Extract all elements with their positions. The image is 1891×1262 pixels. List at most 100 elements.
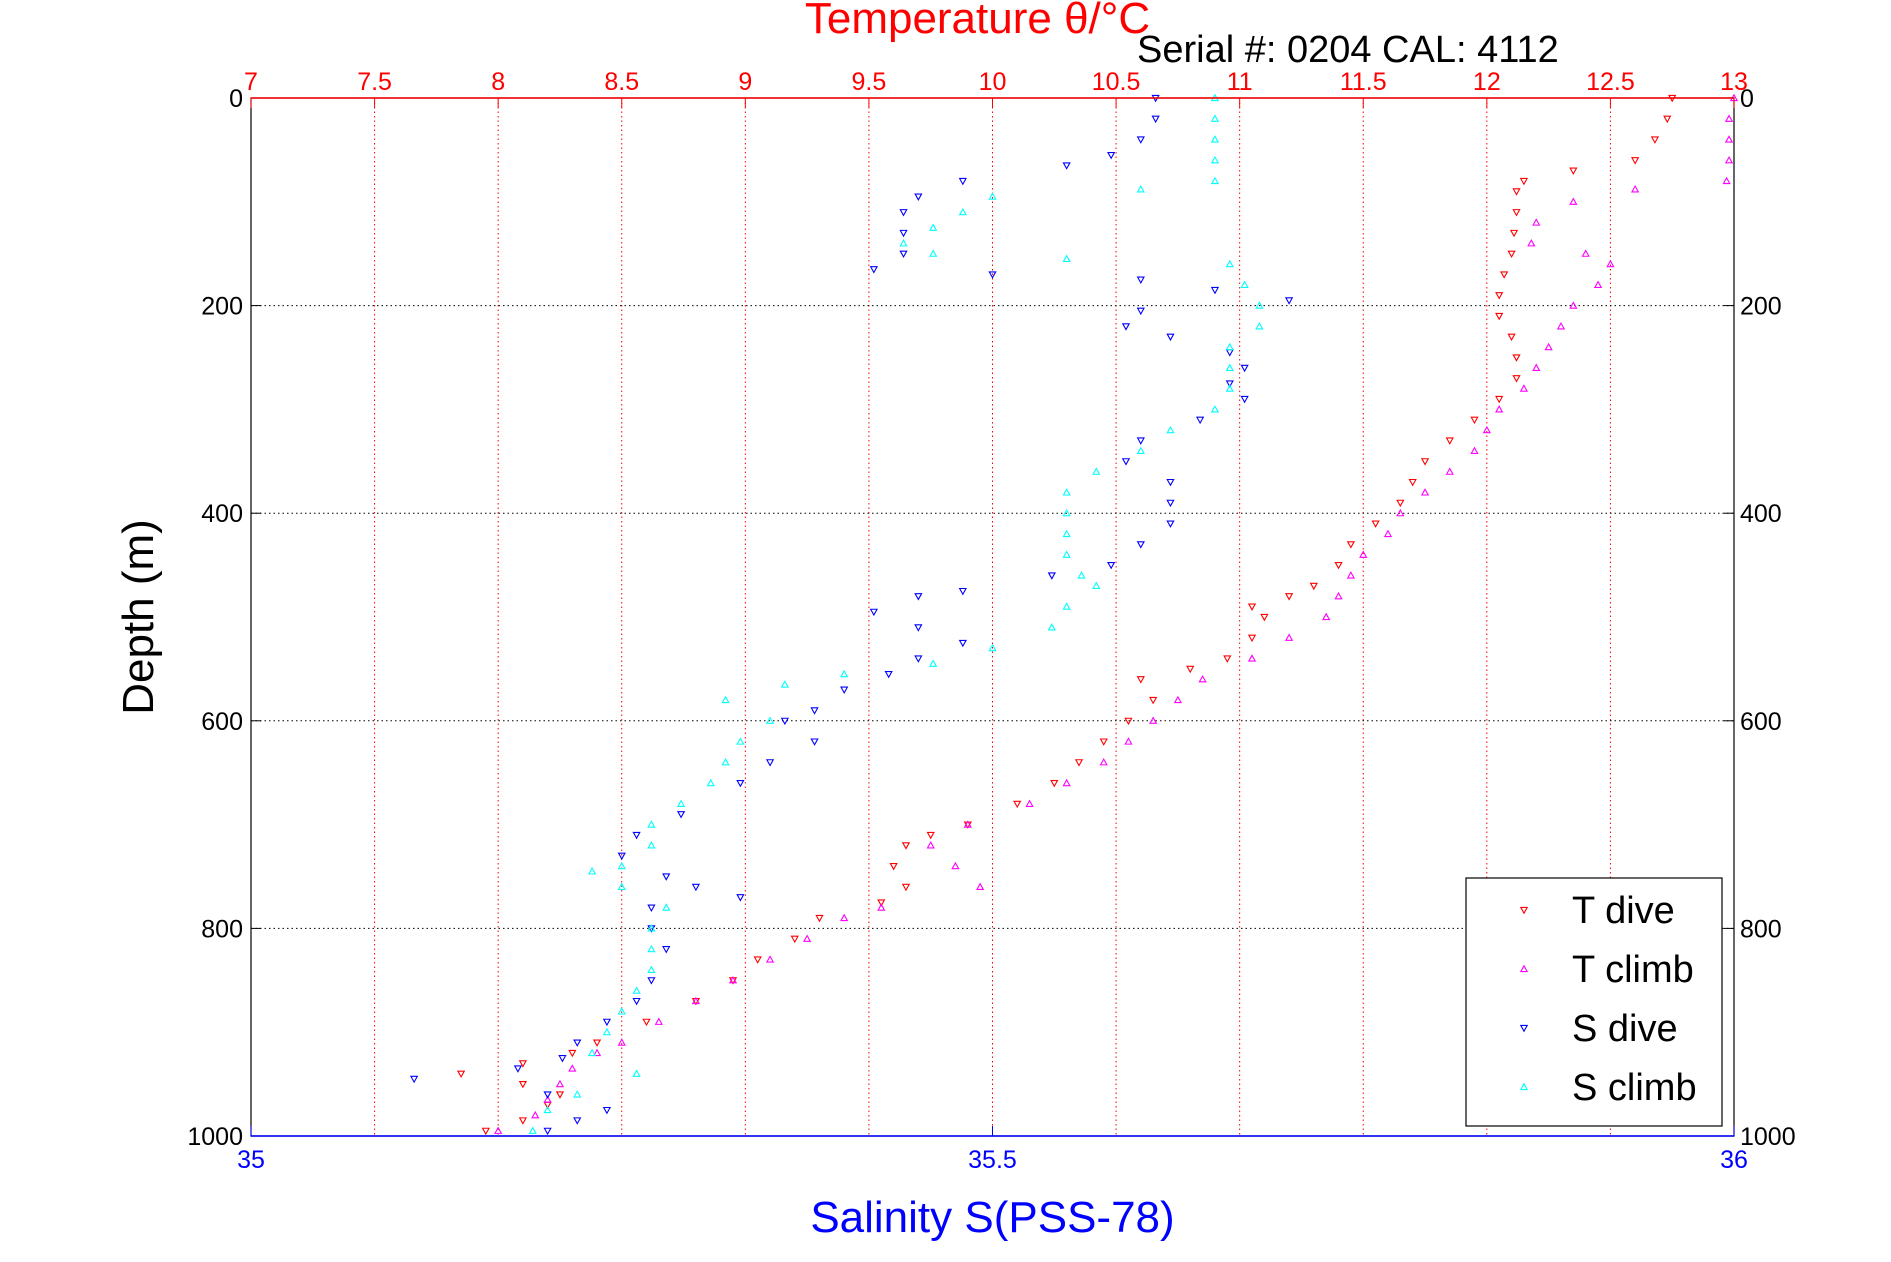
x-top-tick-label: 12.5 — [1586, 68, 1635, 96]
data-point — [1509, 229, 1519, 238]
data-point — [884, 670, 893, 679]
data-point — [647, 841, 656, 849]
data-point — [573, 1039, 582, 1047]
data-point — [899, 238, 908, 247]
data-point — [929, 223, 938, 231]
legend-marker — [1519, 1024, 1529, 1033]
data-point — [736, 779, 745, 788]
data-point — [1124, 717, 1133, 726]
data-point — [568, 1049, 577, 1058]
data-point — [602, 1027, 612, 1036]
data-point — [1047, 623, 1056, 631]
data-point — [988, 192, 997, 200]
data-point — [951, 861, 960, 870]
data-point — [1420, 458, 1430, 466]
data-point — [1225, 342, 1234, 351]
data-point — [1507, 333, 1516, 342]
data-point — [1099, 757, 1108, 766]
data-point — [1371, 520, 1380, 528]
data-point — [1198, 674, 1207, 683]
data-point — [1136, 437, 1145, 445]
data-point — [555, 1091, 565, 1099]
data-point — [721, 757, 730, 766]
x-top-tick-label: 12 — [1473, 68, 1501, 96]
data-point — [1544, 342, 1553, 351]
data-point — [573, 1090, 582, 1098]
data-point — [1519, 177, 1529, 186]
data-point — [1495, 405, 1504, 413]
data-point — [1107, 561, 1116, 570]
data-point — [1512, 375, 1521, 383]
y-tick-label-right: 0 — [1740, 85, 1754, 113]
data-point — [1359, 550, 1368, 558]
x-top-tick-label: 11.5 — [1340, 68, 1387, 96]
data-point — [1512, 354, 1521, 362]
data-point — [869, 266, 878, 274]
data-point — [1225, 259, 1234, 268]
data-point — [602, 1106, 612, 1115]
data-point — [1593, 280, 1603, 288]
data-point — [543, 1095, 552, 1103]
data-point — [587, 866, 597, 875]
data-point — [1569, 197, 1578, 205]
data-point — [1136, 185, 1145, 193]
data-point — [1062, 778, 1071, 787]
data-point — [1136, 541, 1145, 549]
series-s-climb — [528, 93, 1264, 1134]
data-point — [1445, 437, 1454, 445]
data-point — [753, 956, 762, 964]
data-point — [558, 1055, 567, 1063]
data-point — [1136, 276, 1145, 284]
data-point — [1121, 458, 1131, 466]
data-point — [1062, 488, 1071, 496]
data-point — [632, 997, 641, 1006]
y-tick-label-left: 600 — [201, 708, 243, 736]
data-point — [1210, 155, 1220, 164]
data-point — [555, 1079, 565, 1088]
data-point — [1210, 286, 1220, 295]
data-point — [1247, 603, 1257, 611]
data-point — [647, 944, 656, 953]
data-point — [1284, 297, 1294, 305]
y-axis-label: Depth (m) — [114, 519, 163, 715]
data-point — [1334, 561, 1343, 570]
data-point — [1532, 363, 1541, 371]
data-point — [617, 861, 626, 870]
data-point — [1151, 115, 1160, 124]
data-point — [1149, 696, 1158, 705]
data-point — [810, 707, 819, 715]
x-top-tick-label: 8.5 — [604, 68, 639, 96]
data-point — [662, 903, 671, 911]
series-t-climb — [494, 93, 1739, 1134]
y-tick-label-left: 1000 — [187, 1123, 243, 1151]
data-point — [1210, 176, 1220, 185]
chart-title: Temperature θ/°C — [805, 0, 1150, 43]
x-top-tick-label: 9 — [738, 68, 752, 96]
data-point — [518, 1117, 528, 1125]
data-point — [568, 1064, 577, 1072]
data-point — [1225, 384, 1234, 392]
data-point — [1047, 572, 1056, 580]
data-point — [1062, 508, 1071, 517]
data-point — [840, 913, 849, 922]
data-point — [1210, 135, 1220, 143]
data-point — [1225, 380, 1234, 388]
legend-marker — [1519, 906, 1529, 915]
legend-label: S dive — [1572, 1008, 1678, 1050]
data-point — [926, 831, 935, 840]
data-point — [1408, 478, 1417, 487]
data-point — [914, 624, 923, 632]
data-point — [592, 1048, 602, 1057]
data-point — [602, 1018, 612, 1027]
data-point — [1519, 384, 1529, 392]
data-point — [706, 778, 715, 787]
x-top-tick-label: 7 — [244, 68, 258, 96]
data-point — [1284, 633, 1294, 641]
data-point — [647, 965, 656, 974]
data-point — [617, 1038, 626, 1046]
data-point — [914, 593, 923, 601]
data-point — [765, 759, 775, 767]
data-point — [1225, 363, 1234, 371]
data-point — [929, 249, 938, 257]
data-point — [518, 1080, 528, 1089]
